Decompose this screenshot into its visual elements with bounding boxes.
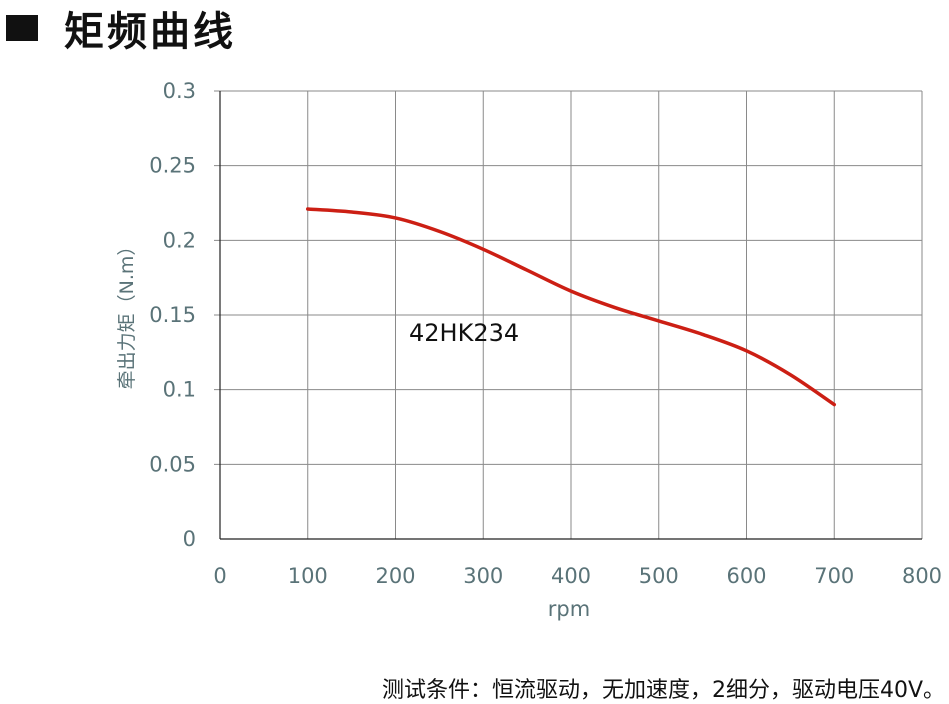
- y-tick-label: 0.3: [163, 79, 196, 103]
- y-tick-label: 0.15: [149, 303, 196, 327]
- x-tick-label: 400: [551, 564, 591, 588]
- x-tick-label: 0: [213, 564, 226, 588]
- x-axis-label: rpm: [548, 597, 590, 621]
- grid: [214, 90, 923, 539]
- x-tick-label: 800: [902, 564, 942, 588]
- square-bullet-icon: [6, 15, 38, 41]
- x-tick-label: 700: [814, 564, 854, 588]
- page-title: 矩频曲线: [64, 9, 236, 55]
- x-tick-label: 200: [375, 564, 415, 588]
- axes: [219, 91, 922, 540]
- y-tick-label: 0: [183, 527, 196, 551]
- x-tick-label: 300: [463, 564, 503, 588]
- y-tick-label: 0.2: [163, 228, 196, 252]
- y-tick-label: 0.05: [149, 452, 196, 476]
- test-conditions-note: 测试条件：恒流驱动，无加速度，2细分，驱动电压40V。: [381, 678, 945, 703]
- y-tick-label: 0.25: [149, 154, 196, 178]
- series-line-42HK234: [306, 207, 836, 407]
- series-label: 42HK234: [409, 319, 519, 347]
- tick-labels: 0 100 200 300 400 500 600 700 800 0 0.05 0.1 0.15 0.2…: [149, 79, 942, 588]
- y-axis-label: 牵出力矩（N.m）: [116, 237, 138, 390]
- chart-header: 矩频曲线: [6, 2, 236, 55]
- series-layer: [306, 207, 836, 407]
- x-tick-label: 500: [639, 564, 679, 588]
- y-tick-label: 0.1: [163, 378, 196, 402]
- x-tick-label: 100: [288, 564, 328, 588]
- x-tick-label: 600: [726, 564, 766, 588]
